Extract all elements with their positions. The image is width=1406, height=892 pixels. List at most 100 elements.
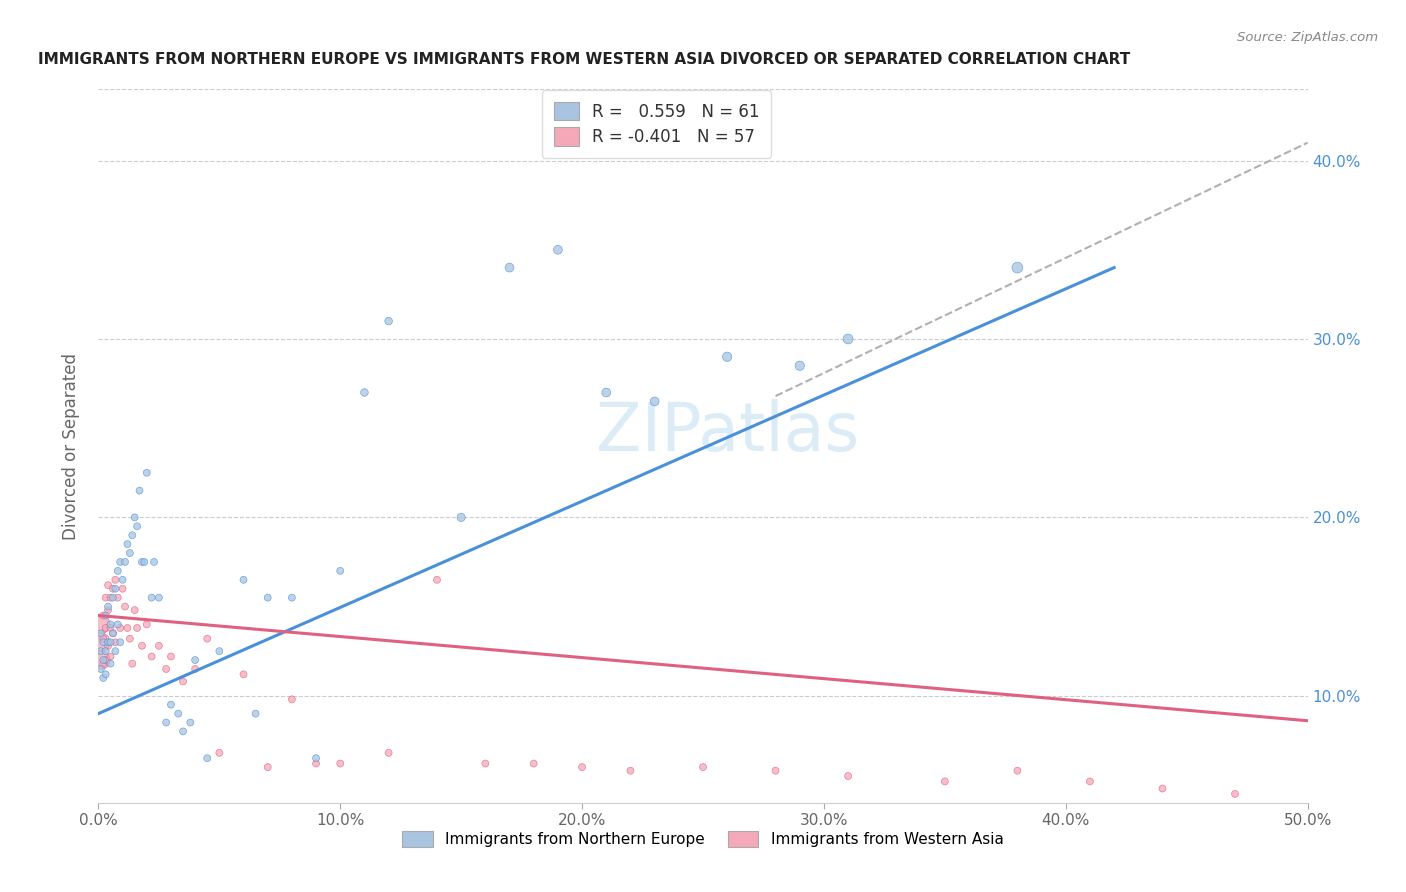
Point	[155, 662, 177, 676]
Point	[107, 564, 129, 578]
Point	[837, 769, 859, 783]
Point	[305, 756, 328, 771]
Point	[127, 519, 149, 533]
Point	[498, 260, 520, 275]
Point	[104, 635, 127, 649]
Point	[208, 644, 231, 658]
Point	[90, 626, 112, 640]
Point	[195, 632, 218, 646]
Point	[184, 653, 207, 667]
Point	[90, 635, 112, 649]
Point	[281, 692, 304, 706]
Point	[100, 617, 122, 632]
Point	[141, 591, 163, 605]
Point	[114, 555, 136, 569]
Point	[94, 591, 117, 605]
Point	[104, 582, 127, 596]
Point	[134, 555, 156, 569]
Point	[256, 591, 278, 605]
Point	[595, 385, 617, 400]
Point	[94, 608, 117, 623]
Text: ZIPatlas: ZIPatlas	[596, 399, 859, 465]
Point	[837, 332, 859, 346]
Point	[377, 314, 399, 328]
Point	[108, 621, 131, 635]
Point	[101, 591, 124, 605]
Point	[94, 667, 117, 681]
Point	[305, 751, 328, 765]
Point	[256, 760, 278, 774]
Point	[91, 671, 114, 685]
Point	[329, 756, 352, 771]
Point	[426, 573, 449, 587]
Point	[167, 706, 190, 721]
Point	[160, 649, 183, 664]
Point	[121, 657, 143, 671]
Point	[97, 635, 120, 649]
Point	[90, 644, 112, 658]
Point	[160, 698, 183, 712]
Point	[107, 617, 129, 632]
Point	[100, 621, 122, 635]
Point	[94, 644, 117, 658]
Point	[245, 706, 267, 721]
Point	[94, 621, 117, 635]
Point	[934, 774, 956, 789]
Point	[377, 746, 399, 760]
Point	[172, 724, 194, 739]
Point	[118, 632, 141, 646]
Point	[108, 635, 131, 649]
Point	[128, 483, 150, 498]
Point	[131, 555, 153, 569]
Point	[111, 573, 134, 587]
Point	[179, 715, 201, 730]
Point	[91, 653, 114, 667]
Point	[1152, 781, 1174, 796]
Point	[97, 639, 120, 653]
Point	[232, 573, 254, 587]
Point	[195, 751, 218, 765]
Point	[141, 649, 163, 664]
Point	[281, 591, 304, 605]
Point	[91, 635, 114, 649]
Point	[100, 635, 122, 649]
Point	[547, 243, 569, 257]
Point	[90, 662, 112, 676]
Point	[101, 582, 124, 596]
Text: IMMIGRANTS FROM NORTHERN EUROPE VS IMMIGRANTS FROM WESTERN ASIA DIVORCED OR SEPA: IMMIGRANTS FROM NORTHERN EUROPE VS IMMIG…	[38, 53, 1130, 67]
Point	[143, 555, 166, 569]
Point	[118, 546, 141, 560]
Point	[117, 621, 139, 635]
Point	[124, 603, 146, 617]
Point	[131, 639, 153, 653]
Point	[450, 510, 472, 524]
Point	[155, 715, 177, 730]
Point	[94, 653, 117, 667]
Point	[329, 564, 352, 578]
Point	[474, 756, 496, 771]
Point	[90, 653, 112, 667]
Point	[97, 599, 120, 614]
Point	[90, 617, 112, 632]
Point	[101, 626, 124, 640]
Point	[97, 603, 120, 617]
Point	[104, 644, 127, 658]
Point	[716, 350, 738, 364]
Point	[1223, 787, 1246, 801]
Point	[107, 591, 129, 605]
Point	[184, 662, 207, 676]
Point	[101, 626, 124, 640]
Point	[765, 764, 787, 778]
Point	[692, 760, 714, 774]
Point	[619, 764, 641, 778]
Point	[789, 359, 811, 373]
Point	[523, 756, 546, 771]
Point	[108, 555, 131, 569]
Point	[208, 746, 231, 760]
Point	[117, 537, 139, 551]
Point	[148, 639, 170, 653]
Y-axis label: Divorced or Separated: Divorced or Separated	[62, 352, 80, 540]
Point	[121, 528, 143, 542]
Text: Source: ZipAtlas.com: Source: ZipAtlas.com	[1237, 31, 1378, 45]
Point	[1007, 764, 1029, 778]
